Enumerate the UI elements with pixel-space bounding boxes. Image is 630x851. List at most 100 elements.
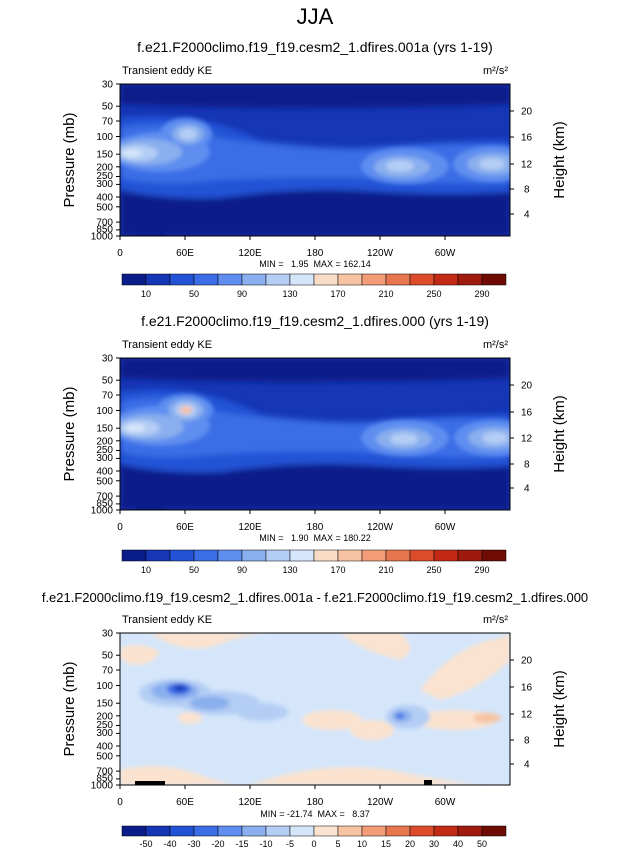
colorbar-swatch — [289, 549, 315, 562]
colorbar-swatch — [121, 549, 147, 562]
x-tick-label: 120W — [367, 522, 394, 533]
colorbar-swatch — [241, 825, 267, 837]
colorbar-swatch — [145, 549, 171, 562]
height-tick-label: 4 — [524, 210, 530, 221]
units-label: m²/s² — [483, 614, 508, 626]
units-label: m²/s² — [483, 65, 508, 77]
colorbar-label: 210 — [378, 289, 393, 299]
y-tick-label: 400 — [96, 467, 113, 478]
colorbar-swatch — [409, 549, 435, 562]
colorbar-swatch — [433, 549, 459, 562]
colorbar-swatch — [481, 273, 507, 286]
colorbar: 10 50 90 130 170 210 250 290 — [121, 273, 507, 299]
contour-field — [120, 84, 510, 236]
colorbar-label: 250 — [426, 565, 441, 575]
colorbar-swatch — [121, 273, 147, 286]
colorbar-swatch — [337, 549, 363, 562]
colorbar-label: 10 — [357, 839, 367, 849]
y-axis-label: Pressure (mb) — [61, 661, 78, 756]
colorbar-swatch — [313, 273, 339, 286]
colorbar-label: 15 — [381, 839, 391, 849]
y-tick-label: 50 — [102, 102, 114, 113]
y-tick-label: 500 — [96, 476, 113, 487]
colorbar-label: -15 — [235, 839, 248, 849]
longitude-axis: 0 60E 120E 180 120W 60W — [117, 510, 456, 533]
y-tick-label: 30 — [102, 629, 114, 640]
colorbar-swatch — [169, 273, 195, 286]
pressure-axis: 30 50 70 100 150 200 250 300 400 500 700… — [91, 80, 120, 243]
y-tick-label: 1000 — [91, 232, 114, 243]
colorbar-swatch — [217, 549, 243, 562]
min-max-stats: MIN = 1.95 MAX = 162.14 — [259, 259, 371, 269]
colorbar-swatch — [337, 825, 363, 837]
variable-label: Transient eddy KE — [122, 614, 212, 626]
y-tick-label: 70 — [102, 391, 114, 402]
colorbar-swatch — [313, 825, 339, 837]
pressure-axis: 30 50 70 100 150 200 250 300 400 500 700… — [91, 354, 120, 517]
colorbar-swatch — [265, 549, 291, 562]
colorbar-label: 250 — [426, 289, 441, 299]
y-tick-label: 500 — [96, 202, 113, 213]
colorbar-label: 290 — [474, 565, 489, 575]
y-tick-label: 30 — [102, 354, 114, 365]
panel-title: f.e21.F2000climo.f19_f19.cesm2_1.dfires.… — [42, 590, 588, 605]
height-tick-label: 16 — [521, 133, 533, 144]
y-tick-label: 150 — [96, 424, 113, 435]
y-tick-label: 250 — [96, 720, 113, 731]
colorbar-swatch — [145, 273, 171, 286]
colorbar-swatch — [265, 825, 291, 837]
y-tick-label: 200 — [96, 436, 113, 447]
colorbar-swatch — [145, 825, 171, 837]
colorbar-swatch — [433, 273, 459, 286]
colorbar-swatch — [457, 549, 483, 562]
colorbar-label: -50 — [139, 839, 152, 849]
x-tick-label: 0 — [117, 522, 123, 533]
height-tick-label: 8 — [524, 460, 530, 471]
colorbar-label: -30 — [187, 839, 200, 849]
colorbar: -50 -40 -30 -20 -15 -10 -5 0 5 10 15 20 … — [121, 825, 507, 849]
height-tick-label: 16 — [521, 408, 533, 419]
panel-title: f.e21.F2000climo.f19_f19.cesm2_1.dfires.… — [137, 39, 493, 55]
y-tick-label: 500 — [96, 751, 113, 762]
colorbar-swatch — [409, 825, 435, 837]
colorbar-swatch — [289, 273, 315, 286]
y-right-axis-label: Height (km) — [551, 670, 568, 748]
y-tick-label: 700 — [96, 492, 113, 503]
colorbar-label: -10 — [259, 839, 272, 849]
contour-field — [120, 633, 510, 785]
height-axis: 4 8 12 16 20 — [510, 656, 533, 771]
height-tick-label: 4 — [524, 760, 530, 771]
y-tick-label: 250 — [96, 445, 113, 456]
colorbar-label: 40 — [453, 839, 463, 849]
colorbar-swatch — [265, 273, 291, 286]
colorbar-label: 170 — [330, 289, 345, 299]
colorbar-swatch — [433, 825, 459, 837]
colorbar-swatch — [217, 273, 243, 286]
x-tick-label: 0 — [117, 248, 123, 259]
colorbar-label: 90 — [237, 289, 247, 299]
y-tick-label: 250 — [96, 171, 113, 182]
y-tick-label: 400 — [96, 193, 113, 204]
x-tick-label: 60W — [435, 248, 456, 259]
y-tick-label: 70 — [102, 666, 114, 677]
y-tick-label: 50 — [102, 651, 114, 662]
x-tick-label: 120W — [367, 797, 394, 808]
colorbar: 10 50 90 130 170 210 250 290 — [121, 549, 507, 575]
colorbar-swatch — [481, 825, 507, 837]
height-axis: 4 8 12 16 20 — [510, 107, 533, 221]
x-tick-label: 60E — [176, 797, 194, 808]
x-tick-label: 60W — [435, 797, 456, 808]
variable-label: Transient eddy KE — [122, 65, 212, 77]
x-tick-label: 180 — [307, 248, 324, 259]
height-tick-label: 20 — [521, 107, 533, 118]
x-tick-label: 0 — [117, 797, 123, 808]
height-axis: 4 8 12 16 20 — [510, 381, 533, 495]
colorbar-swatch — [457, 273, 483, 286]
colorbar-swatch — [217, 825, 243, 837]
figure-title: JJA — [297, 4, 334, 29]
colorbar-swatch — [457, 825, 483, 837]
colorbar-label: 50 — [189, 565, 199, 575]
colorbar-swatch — [385, 549, 411, 562]
height-tick-label: 20 — [521, 656, 533, 667]
y-tick-label: 100 — [96, 406, 113, 417]
